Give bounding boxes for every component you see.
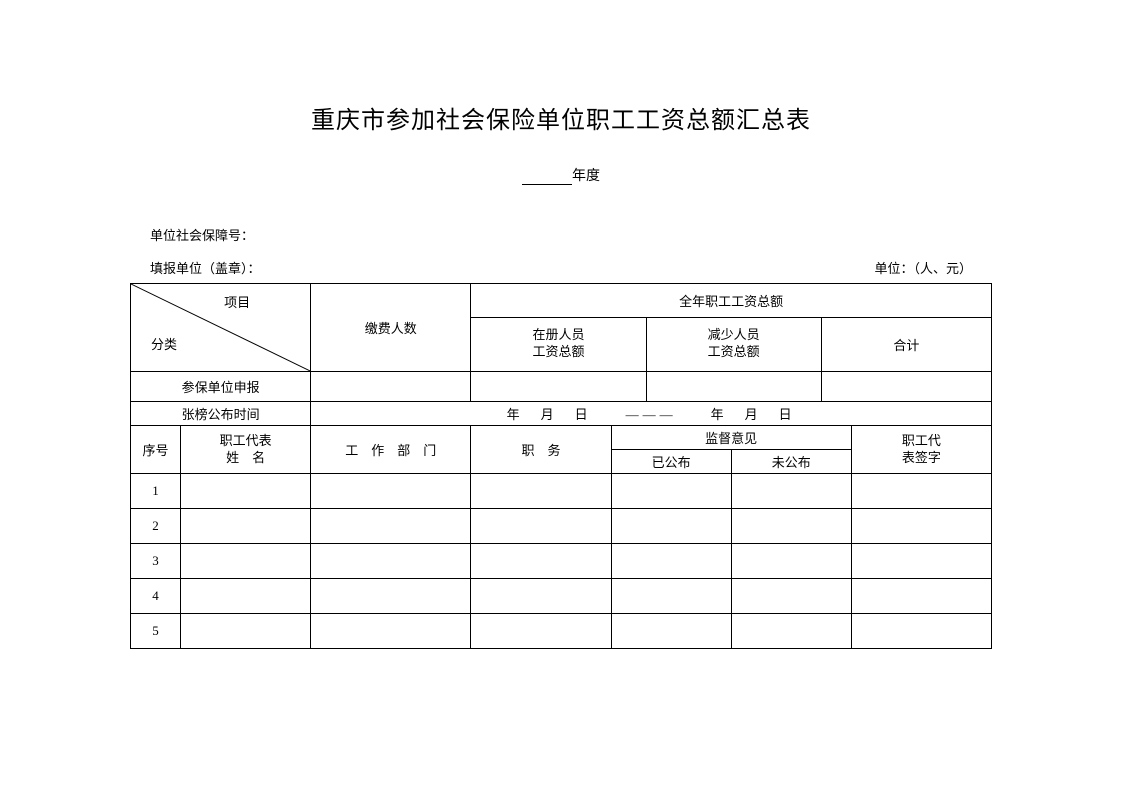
meta-unit: 单位：（人、元） — [874, 258, 972, 277]
data-cell — [181, 614, 311, 649]
data-cell — [731, 614, 851, 649]
data-cell — [471, 509, 611, 544]
data-cell — [611, 544, 731, 579]
summary-table: 项目 分类 缴费人数 全年职工工资总额 在册人员 工资总额 减少人员 工资总额 … — [130, 283, 992, 402]
diagonal-header-cell: 项目 分类 — [131, 284, 311, 372]
table-row-seq: 1 — [131, 474, 181, 509]
data-cell — [471, 579, 611, 614]
post-time-label: 张榜公布时间 — [131, 402, 311, 426]
diagonal-line-icon — [131, 284, 310, 371]
col-total: 合计 — [821, 317, 991, 371]
data-cell — [471, 544, 611, 579]
col-registered: 在册人员 工资总额 — [471, 317, 646, 371]
data-cell — [181, 544, 311, 579]
date-range: 年 月 日 ——— 年 月 日 — [311, 402, 992, 426]
data-cell — [611, 509, 731, 544]
data-cell — [471, 372, 646, 402]
data-cell — [311, 509, 471, 544]
meta-row-2: 填报单位（盖章）： 单位：（人、元） — [130, 258, 992, 277]
year-line: 年度 — [130, 165, 992, 185]
col-unpublished: 未公布 — [731, 450, 851, 474]
table-row-seq: 2 — [131, 509, 181, 544]
data-cell — [851, 614, 991, 649]
col-supervise: 监督意见 — [611, 426, 851, 450]
year-suffix: 年度 — [572, 169, 600, 184]
table-row-seq: 4 — [131, 579, 181, 614]
year-blank — [522, 184, 572, 185]
data-cell — [851, 544, 991, 579]
data-cell — [471, 614, 611, 649]
table-row-seq: 5 — [131, 614, 181, 649]
col-reduced: 减少人员 工资总额 — [646, 317, 821, 371]
col-published: 已公布 — [611, 450, 731, 474]
col-sign: 职工代 表签字 — [851, 426, 991, 474]
data-cell — [181, 509, 311, 544]
data-cell — [311, 579, 471, 614]
page-title: 重庆市参加社会保险单位职工工资总额汇总表 — [130, 100, 992, 135]
col-position: 职 务 — [471, 426, 611, 474]
diag-label-bottom: 分类 — [151, 334, 177, 353]
col-annual-total: 全年职工工资总额 — [471, 284, 992, 318]
data-cell — [311, 614, 471, 649]
row-declare: 参保单位申报 — [131, 372, 311, 402]
data-cell — [646, 372, 821, 402]
document-page: 重庆市参加社会保险单位职工工资总额汇总表 年度 单位社会保障号： 填报单位（盖章… — [0, 0, 1122, 649]
data-cell — [181, 579, 311, 614]
data-cell — [181, 474, 311, 509]
meta-social-security: 单位社会保障号： — [130, 225, 992, 244]
data-cell — [731, 579, 851, 614]
data-cell — [851, 579, 991, 614]
data-cell — [851, 509, 991, 544]
meta-reporting-unit: 填报单位（盖章）： — [150, 258, 261, 277]
col-dept: 工 作 部 门 — [311, 426, 471, 474]
data-cell — [821, 372, 991, 402]
col-payers: 缴费人数 — [311, 284, 471, 372]
detail-table: 张榜公布时间 年 月 日 ——— 年 月 日 序号 职工代表 姓 名 工 作 部… — [130, 401, 992, 649]
data-cell — [311, 474, 471, 509]
col-seq: 序号 — [131, 426, 181, 474]
data-cell — [851, 474, 991, 509]
col-rep-name: 职工代表 姓 名 — [181, 426, 311, 474]
data-cell — [311, 372, 471, 402]
table-row-seq: 3 — [131, 544, 181, 579]
data-cell — [731, 544, 851, 579]
diag-label-top: 项目 — [224, 292, 250, 311]
data-cell — [471, 474, 611, 509]
data-cell — [311, 544, 471, 579]
data-cell — [611, 614, 731, 649]
data-cell — [731, 509, 851, 544]
data-cell — [731, 474, 851, 509]
data-cell — [611, 579, 731, 614]
data-cell — [611, 474, 731, 509]
